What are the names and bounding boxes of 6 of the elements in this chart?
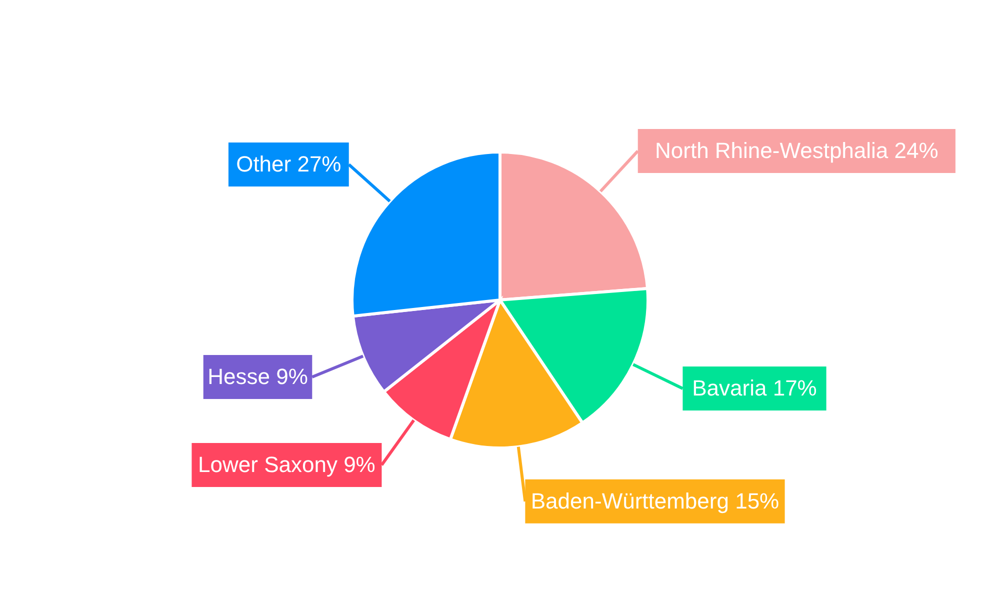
slice-label: Baden-Württemberg 15%	[530, 488, 780, 514]
slice-label: North Rhine-Westphalia 24%	[655, 138, 938, 163]
slice-label: Other 27%	[236, 151, 342, 176]
slice-label: Bavaria 17%	[692, 375, 817, 400]
slice-label: Hesse 9%	[208, 364, 308, 389]
slice-label: Lower Saxony 9%	[198, 452, 376, 477]
